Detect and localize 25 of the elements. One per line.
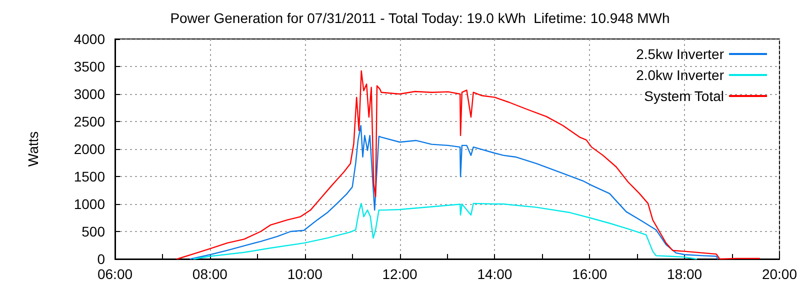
y-tick-label: 2000: [74, 141, 106, 157]
legend-label: 2.5kw Inverter: [636, 46, 724, 62]
y-tick-label: 0: [97, 251, 106, 267]
x-tick-label: 12:00: [382, 266, 418, 282]
x-tick-label: 08:00: [192, 266, 228, 282]
x-tick-label: 06:00: [97, 266, 133, 282]
y-tick-label: 500: [82, 224, 106, 240]
line-series: [193, 202, 698, 260]
y-tick-label: 3000: [74, 86, 106, 102]
line-series: [190, 125, 718, 260]
line-series: [176, 70, 760, 260]
y-axis-title: Watts: [25, 131, 41, 167]
y-tick-label: 1000: [74, 196, 106, 212]
x-tick-label: 14:00: [477, 266, 512, 282]
x-tick-label: 20:00: [762, 266, 798, 282]
chart-title: Power Generation for 07/31/2011 - Total Today: 19.0 kWh Lifetime: 10.948 MWh: [170, 10, 670, 26]
y-tick-label: 2500: [74, 114, 106, 130]
y-tick-label: 1500: [74, 168, 106, 184]
legend-label: 2.0kw Inverter: [636, 67, 724, 83]
y-tick-label: 4000: [74, 31, 106, 47]
legend-label: System Total: [644, 88, 724, 104]
x-tick-label: 18:00: [667, 266, 702, 282]
y-tick-label: 3500: [74, 58, 106, 74]
x-tick-label: 10:00: [287, 266, 323, 282]
x-tick-label: 16:00: [572, 266, 608, 282]
